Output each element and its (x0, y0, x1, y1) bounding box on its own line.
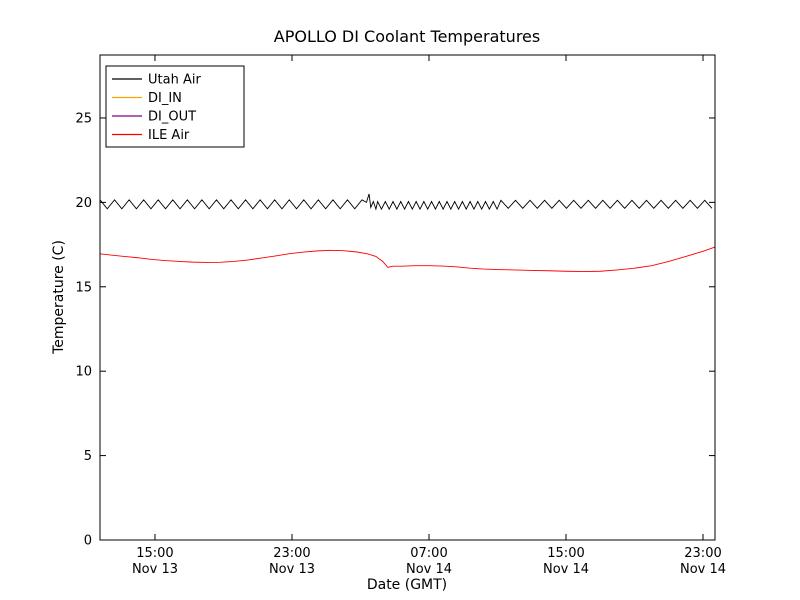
series-line-utah-air (99, 193, 713, 211)
x-tick-time-label: 15:00 (136, 546, 173, 561)
legend-label-di-in: DI_IN (148, 91, 182, 106)
y-tick-label: 5 (84, 449, 92, 464)
x-tick-time-label: 15:00 (547, 546, 584, 561)
chart-title: APOLLO DI Coolant Temperatures (274, 27, 540, 46)
plot-frame (99, 54, 716, 541)
x-axis-label: Date (GMT) (367, 577, 447, 593)
x-tick-time-label: 23:00 (273, 546, 310, 561)
y-tick-label: 10 (75, 365, 92, 380)
x-tick-date-label: Nov 14 (543, 562, 589, 577)
legend-layer: Utah Air DI_IN DI_OUT ILE Air (105, 65, 245, 148)
legend-label-ile-air: ILE Air (148, 128, 190, 143)
x-tick-date-label: Nov 13 (269, 562, 315, 577)
y-tick-label: 20 (75, 196, 92, 211)
series-line-ile-air (99, 246, 716, 273)
x-tick-time-label: 23:00 (684, 546, 721, 561)
y-axis-label: Temperature (C) (51, 240, 67, 355)
legend-label-di-out: DI_OUT (148, 110, 196, 125)
x-tick-date-label: Nov 14 (680, 562, 726, 577)
legend-label-utah-air: Utah Air (148, 73, 201, 88)
y-tick-label: 25 (75, 111, 92, 126)
y-tick-label: 0 (84, 534, 92, 549)
y-tick-label: 15 (75, 280, 92, 295)
x-tick-time-label: 07:00 (410, 546, 447, 561)
x-tick-date-label: Nov 13 (132, 562, 178, 577)
x-tick-date-label: Nov 14 (406, 562, 452, 577)
